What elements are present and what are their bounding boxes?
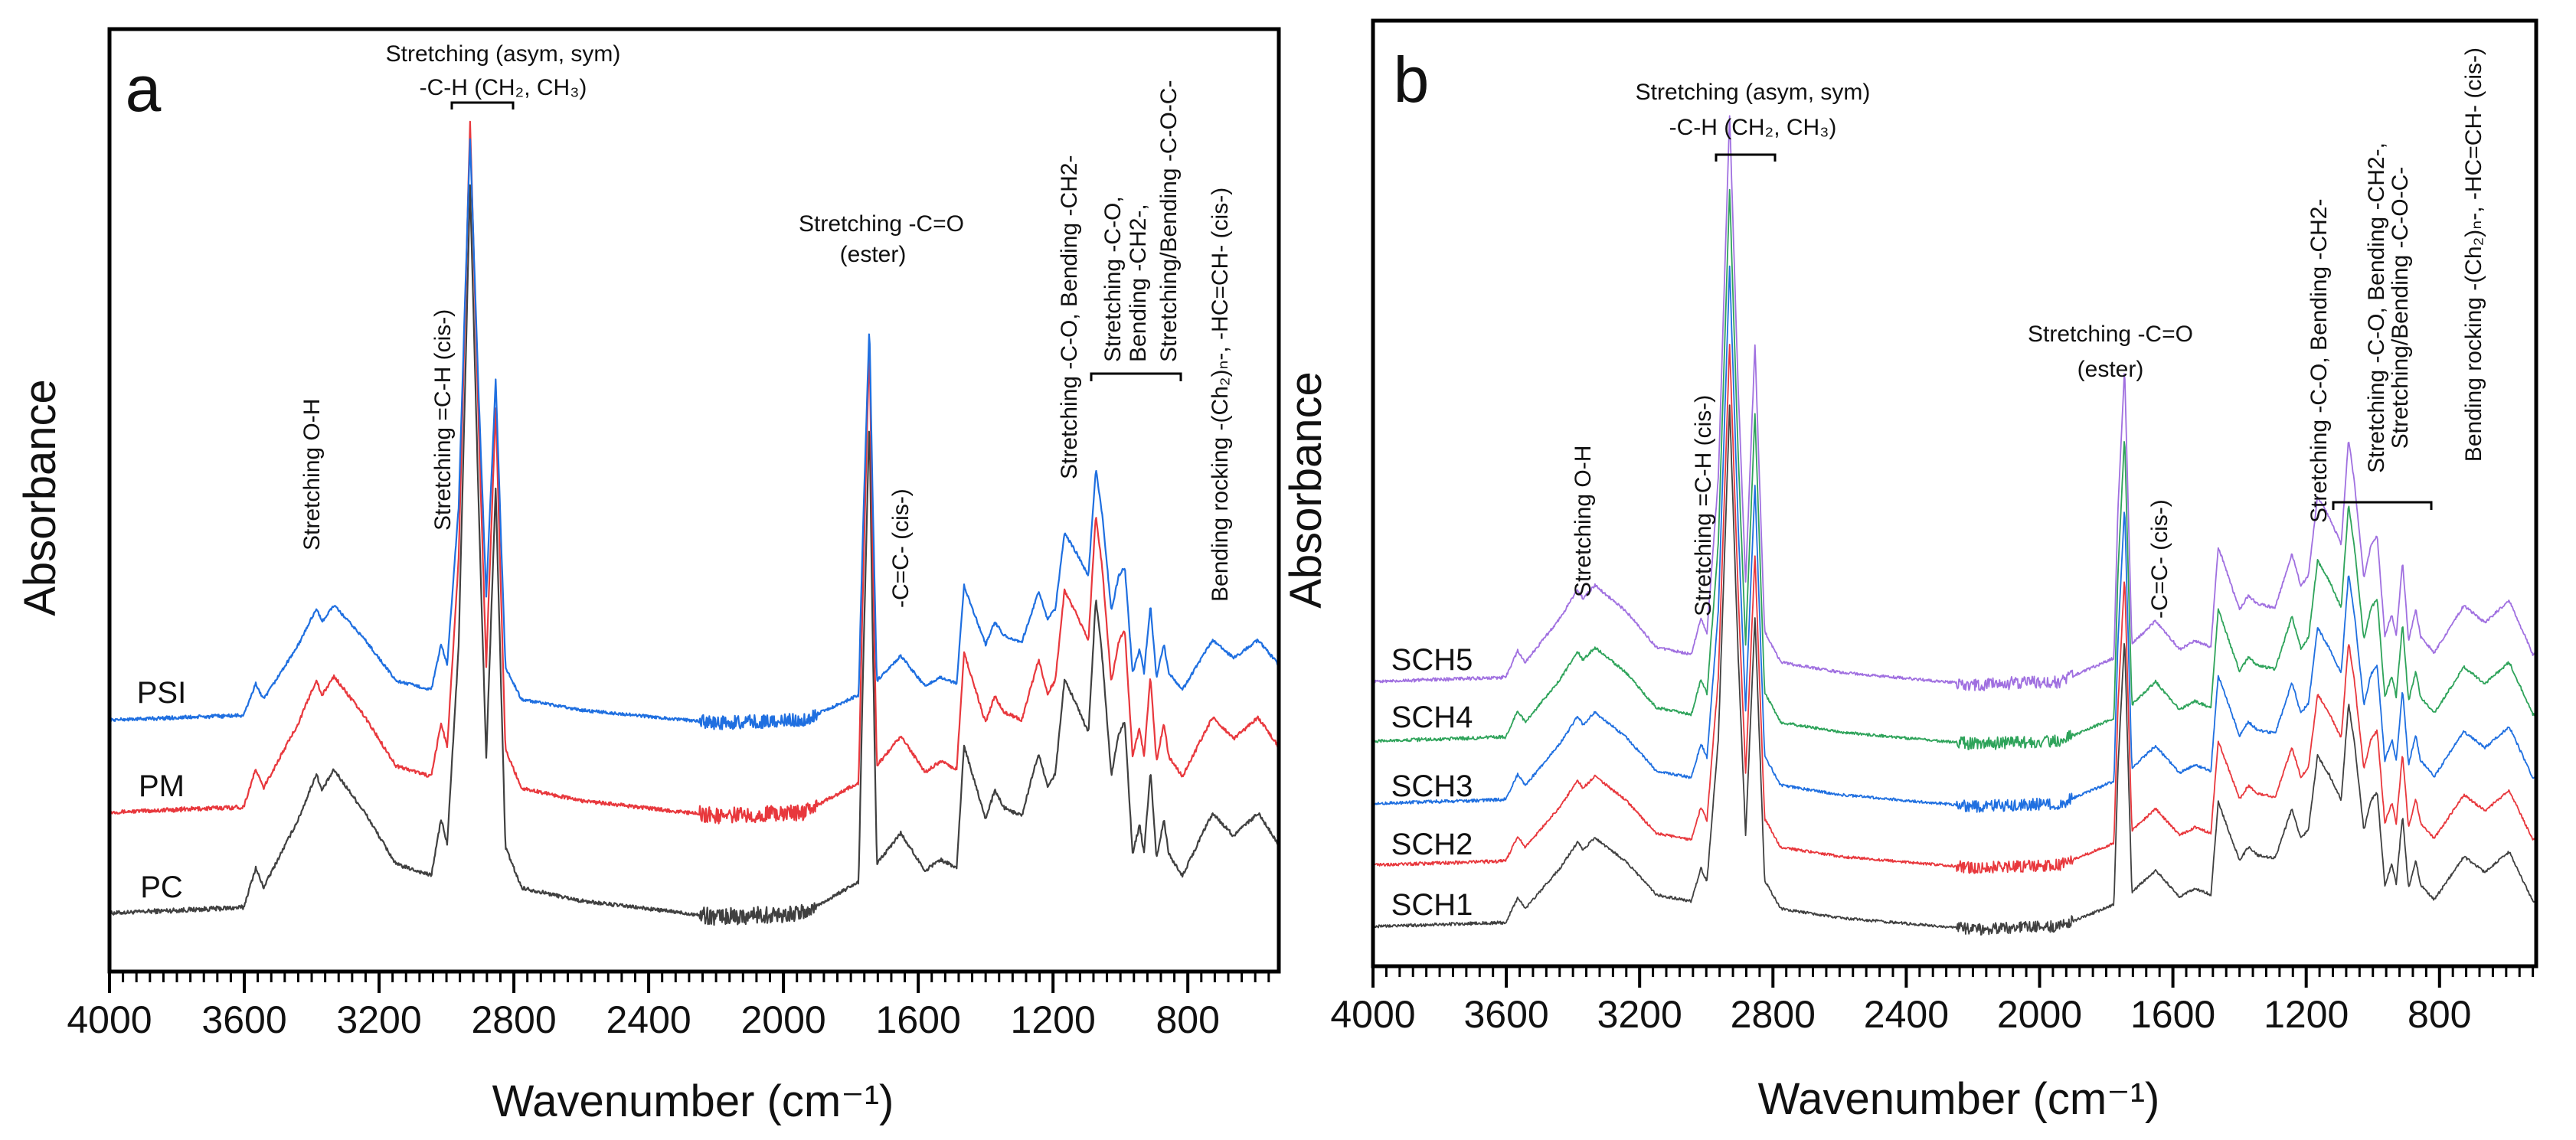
- plot-frame: [107, 27, 1281, 974]
- series-line-sch5: [1372, 115, 2537, 691]
- series-label-sch5: SCH5: [1391, 643, 1473, 677]
- peak-annotation: Stretching =C-H (cis-): [430, 309, 456, 531]
- series-label-sch4: SCH4: [1391, 701, 1473, 734]
- x-tick-label: 1200: [2264, 993, 2349, 1036]
- annotation-bracket: [1715, 153, 1777, 162]
- panel-letter: b: [1394, 44, 1430, 116]
- annotation-bracket: [450, 101, 515, 109]
- series-line-pm: [109, 120, 1280, 825]
- series-line-pc: [109, 184, 1280, 926]
- plot-frame: [1371, 18, 2538, 969]
- x-tick-label: 3600: [201, 998, 286, 1041]
- series-label-sch2: SCH2: [1391, 828, 1473, 861]
- x-tick-label: 2400: [606, 998, 691, 1041]
- series-line-sch3: [1372, 265, 2537, 813]
- peak-annotation: Stretching -C-O,: [1100, 196, 1126, 362]
- y-axis-title: Absorbance: [15, 379, 65, 616]
- peak-annotation: -C=C- (cis-): [2147, 499, 2172, 619]
- series-label-pc: PC: [140, 871, 183, 904]
- x-axis-title: Wavenumber (cm⁻¹): [492, 1076, 894, 1126]
- peak-annotation: (ester): [2077, 357, 2144, 382]
- series-label-sch1: SCH1: [1391, 888, 1473, 922]
- peak-annotation: -C-H (CH₂, CH₃): [1669, 115, 1837, 140]
- peak-annotation: Stretching -C-O, Bending -CH2-,: [2364, 142, 2389, 473]
- y-axis-title: Absorbance: [1281, 371, 1331, 609]
- x-tick-label: 1600: [876, 998, 961, 1041]
- peak-annotation: -C=C- (cis-): [888, 488, 914, 608]
- x-tick-label: 800: [1156, 998, 1219, 1041]
- peak-annotation: -C-H (CH₂, CH₃): [420, 75, 587, 100]
- x-tick-label: 1600: [2130, 993, 2215, 1036]
- panel-b-ftir-chart: SCH1 SCH2 SCH3 SCH4 SCH5 4000 3600 3200 2800 2400…: [1281, 18, 2538, 1124]
- x-tick-label: 3200: [1597, 993, 1682, 1036]
- panel-letter: a: [126, 53, 162, 125]
- x-tick-label: 800: [2408, 993, 2471, 1036]
- x-tick-label: 2800: [471, 998, 556, 1041]
- x-tick-label: 4000: [67, 998, 152, 1041]
- peak-annotation: Stretching (asym, sym): [1636, 80, 1871, 105]
- x-tick-label: 2400: [1864, 993, 1949, 1036]
- x-tick-label: 2800: [1731, 993, 1816, 1036]
- x-tick-label: 1200: [1011, 998, 1096, 1041]
- x-tick-label: 3200: [336, 998, 421, 1041]
- series-line-psi: [108, 138, 1280, 730]
- x-axis-title: Wavenumber (cm⁻¹): [1758, 1074, 2160, 1124]
- peak-annotation: Bending -CH2-,: [1126, 204, 1151, 362]
- peak-annotation: Stretching -C-O, Bending -CH2-: [2306, 199, 2332, 524]
- peak-annotation: (ester): [840, 242, 907, 267]
- peak-annotation: Stretching -C=O: [2028, 322, 2193, 347]
- series-line-sch1: [1372, 404, 2536, 936]
- peak-annotation: Stretching/Bending -C-O-C-: [2388, 167, 2413, 449]
- series-line-sch2: [1372, 344, 2537, 874]
- x-tick-label: 4000: [1330, 993, 1415, 1036]
- x-tick-label: 2000: [740, 998, 825, 1041]
- annotation-bracket: [2332, 501, 2433, 510]
- peak-annotation: Stretching -C=O: [799, 211, 964, 237]
- peak-annotation: Stretching/Bending -C-O-C-: [1156, 80, 1182, 362]
- panel-a-ftir-chart: PC PM PSI 4000 3600 3200 2800 2400 2000 1600 1200 8…: [15, 27, 1281, 1126]
- peak-annotation: Bending rocking -(Ch₂)ₙ-, -HC=CH- (cis-): [1208, 188, 1233, 602]
- x-tick-label: 2000: [1997, 993, 2082, 1036]
- peak-annotation: Bending rocking -(Ch₂)ₙ-, -HC=CH- (cis-): [2461, 47, 2486, 462]
- peak-annotation: Stretching O-H: [1571, 446, 1596, 597]
- peak-annotation: Stretching =C-H (cis-): [1691, 395, 1716, 616]
- peak-annotation: Stretching (asym, sym): [386, 41, 621, 67]
- series-line-sch4: [1372, 188, 2537, 750]
- series-label-psi: PSI: [137, 676, 186, 710]
- x-tick-label: 3600: [1463, 993, 1548, 1036]
- peak-annotation: Stretching -C-O, Bending -CH2-: [1057, 155, 1082, 480]
- series-label-sch3: SCH3: [1391, 769, 1473, 803]
- annotation-bracket: [1090, 372, 1182, 381]
- peak-annotation: Stretching O-H: [299, 399, 325, 550]
- series-label-pm: PM: [139, 769, 185, 803]
